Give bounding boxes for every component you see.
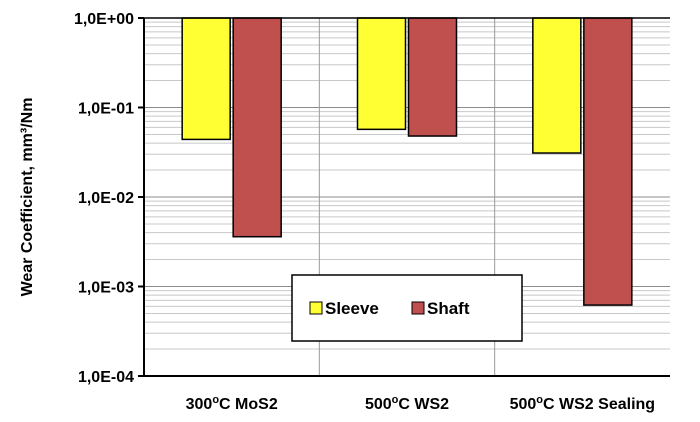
bar-sleeve-3: [532, 17, 582, 154]
bar-shaft-2: [407, 17, 458, 137]
grid-lines: [144, 17, 670, 377]
x-category-label: 500oC WS2 Sealing: [510, 394, 655, 413]
bar-sleeve-2: [356, 17, 407, 131]
legend-swatch-shaft: [411, 301, 425, 315]
legend: Sleeve Shaft: [291, 274, 523, 342]
legend-label-sleeve: Sleeve: [325, 299, 379, 318]
bar-sleeve-1: [181, 17, 231, 141]
bar-shaft-3: [583, 17, 633, 306]
y-tick-label: 1,0E-02: [78, 190, 134, 207]
y-tick-label: 1,0E-04: [78, 369, 134, 386]
bar-shaft-1: [232, 17, 282, 238]
y-tick-label: 1,0E-01: [78, 101, 134, 118]
legend-label-shaft: Shaft: [427, 299, 470, 318]
y-tick-labels: 1,0E+00 1,0E-01 1,0E-02 1,0E-03 1,0E-04: [74, 11, 134, 386]
x-category-label: 500oC WS2: [365, 394, 449, 413]
y-axis-label: Wear Coefficient, mm³/Nm: [19, 98, 36, 297]
legend-swatch-sleeve: [309, 301, 323, 315]
legend-box: [291, 274, 523, 342]
bars: [181, 17, 633, 306]
y-tick-label: 1,0E+00: [74, 11, 134, 28]
y-tick-label: 1,0E-03: [78, 280, 134, 297]
axes: [138, 17, 670, 377]
x-category-labels: 300oC MoS2 500oC WS2 500oC WS2 Sealing: [186, 394, 655, 413]
x-category-label: 300oC MoS2: [186, 394, 278, 413]
